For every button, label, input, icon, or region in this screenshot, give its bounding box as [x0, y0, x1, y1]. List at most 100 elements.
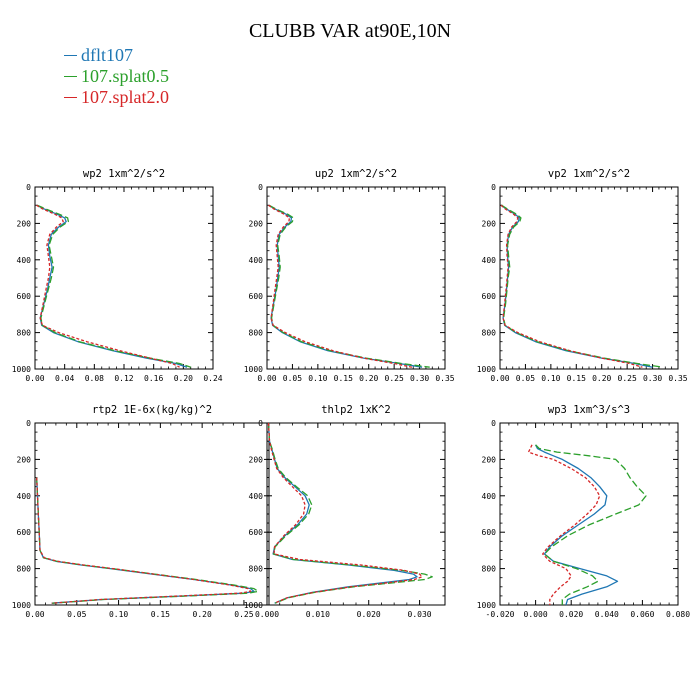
- legend-label: 107.splat0.5: [81, 66, 169, 86]
- series-line-dflt107: [268, 204, 423, 368]
- series-line-107.splat0.5: [535, 444, 647, 605]
- series-line-dflt107: [500, 204, 653, 368]
- y-tick-label: 1000: [477, 365, 496, 374]
- chart-title: rtp2 1E-6x(kg/kg)^2: [92, 404, 212, 416]
- chart-panel-5: thlp2 1xK^2 0.000 0.010 0.020 0.030 0 200 400 60…: [244, 404, 446, 619]
- series-line-107.splat2.0: [267, 422, 423, 604]
- y-tick-label: 800: [17, 565, 32, 574]
- y-tick-label: 200: [249, 455, 264, 464]
- x-tick-label: 0.08: [85, 374, 104, 383]
- plot-frame: [499, 422, 679, 606]
- y-tick-label: 400: [17, 492, 32, 501]
- plot-frame: [34, 186, 214, 370]
- plot-frame: [499, 186, 679, 370]
- x-tick-label: 0.05: [516, 374, 535, 383]
- x-tick-label: 0.05: [283, 374, 302, 383]
- chart-title: wp3 1xm^3/s^3: [548, 404, 630, 416]
- series-line-107.splat2.0: [36, 204, 180, 368]
- x-tick-label: 0.10: [541, 374, 560, 383]
- legend-item-splat0.5: 107.splat0.5: [64, 66, 169, 87]
- x-tick-label: 0.15: [567, 374, 586, 383]
- series-line-107.splat0.5: [267, 422, 433, 604]
- y-tick-label: 0: [491, 183, 496, 192]
- x-tick-label: 0.20: [592, 374, 611, 383]
- x-tick-label: 0.30: [643, 374, 662, 383]
- y-tick-label: 200: [249, 219, 264, 228]
- y-tick-label: 1000: [477, 601, 496, 610]
- y-tick-label: 600: [482, 292, 497, 301]
- chart-title: thlp2 1xK^2: [321, 404, 391, 416]
- y-tick-label: 400: [249, 256, 264, 265]
- series-line-107.splat2.0: [500, 204, 643, 368]
- x-tick-label: 0.30: [410, 374, 429, 383]
- legend-label: dflt107: [81, 45, 133, 65]
- legend-line-swatch: [64, 55, 77, 57]
- chart-panel-3: vp2 1xm^2/s^2 0.00 0.05 0.10 0.15 0.20 0.25 0.3…: [477, 168, 688, 383]
- y-tick-label: 400: [482, 256, 497, 265]
- x-tick-label: 0.12: [114, 374, 133, 383]
- y-tick-label: 600: [249, 528, 264, 537]
- chart-panel-4: rtp2 1E-6x(kg/kg)^2 0.00 0.05 0.10 0.15 0.20 0…: [12, 404, 270, 619]
- chart-panel-6: wp3 1xm^3/s^3 -0.020 0.000 0.020 0.040 0.060 0…: [477, 404, 690, 619]
- x-tick-label: 0.00: [257, 374, 276, 383]
- y-tick-label: 1000: [244, 601, 263, 610]
- y-tick-label: 200: [17, 455, 32, 464]
- series-line-107.splat0.5: [268, 204, 430, 368]
- chart-panel-1: wp2 1xm^2/s^2 0.00 0.04 0.08 0.12 0.16 0.20 0.2…: [12, 168, 223, 383]
- y-tick-label: 0: [258, 419, 263, 428]
- series-line-dflt107: [535, 444, 619, 606]
- x-tick-label: 0.000: [255, 610, 279, 619]
- x-tick-label: 0.000: [524, 610, 548, 619]
- series-line-107.splat0.5: [36, 204, 192, 368]
- x-tick-label: 0.24: [203, 374, 222, 383]
- y-tick-label: 800: [249, 329, 264, 338]
- chart-title: wp2 1xm^2/s^2: [83, 168, 165, 180]
- y-tick-label: 0: [26, 419, 31, 428]
- series-line-107.splat2.0: [268, 204, 413, 368]
- x-tick-label: 0.030: [408, 610, 432, 619]
- y-tick-label: 400: [249, 492, 264, 501]
- y-tick-label: 1000: [12, 365, 31, 374]
- x-tick-label: 0.00: [25, 374, 44, 383]
- y-tick-label: 400: [17, 256, 32, 265]
- chart-title: vp2 1xm^2/s^2: [548, 168, 630, 180]
- plot-frame: [266, 422, 446, 606]
- y-tick-label: 800: [249, 565, 264, 574]
- legend-line-swatch: [64, 97, 77, 99]
- x-tick-label: 0.010: [306, 610, 330, 619]
- x-tick-label: 0.060: [630, 610, 654, 619]
- x-tick-label: 0.10: [308, 374, 327, 383]
- x-tick-label: 0.00: [25, 610, 44, 619]
- x-tick-label: 0.080: [666, 610, 690, 619]
- plot-frame: [266, 186, 446, 370]
- y-tick-label: 600: [249, 292, 264, 301]
- chart-panel-2: up2 1xm^2/s^2 0.00 0.05 0.10 0.15 0.20 0.25 0.3…: [244, 168, 455, 383]
- page-title: CLUBB VAR at90E,10N: [248, 20, 452, 42]
- y-tick-label: 800: [482, 565, 497, 574]
- x-tick-label: 0.35: [435, 374, 454, 383]
- x-tick-label: -0.020: [486, 610, 515, 619]
- x-tick-label: 0.05: [67, 610, 86, 619]
- y-tick-label: 200: [17, 219, 32, 228]
- x-tick-label: 0.020: [357, 610, 381, 619]
- x-tick-label: 0.20: [193, 610, 212, 619]
- y-tick-label: 1000: [12, 601, 31, 610]
- y-tick-label: 600: [17, 528, 32, 537]
- x-tick-label: 0.35: [668, 374, 687, 383]
- series-line-dflt107: [267, 422, 418, 604]
- series-line-dflt107: [36, 204, 188, 368]
- chart-title: up2 1xm^2/s^2: [315, 168, 397, 180]
- legend-item-splat2.0: 107.splat2.0: [64, 87, 169, 108]
- x-tick-label: 0.04: [55, 374, 74, 383]
- y-tick-label: 200: [482, 219, 497, 228]
- y-tick-label: 0: [258, 183, 263, 192]
- x-tick-label: 0.00: [490, 374, 509, 383]
- y-tick-label: 600: [17, 292, 32, 301]
- plot-frame: [34, 422, 270, 606]
- y-tick-label: 600: [482, 528, 497, 537]
- x-tick-label: 0.10: [109, 610, 128, 619]
- y-tick-label: 0: [26, 183, 31, 192]
- x-tick-label: 0.20: [174, 374, 193, 383]
- x-tick-label: 0.25: [234, 610, 253, 619]
